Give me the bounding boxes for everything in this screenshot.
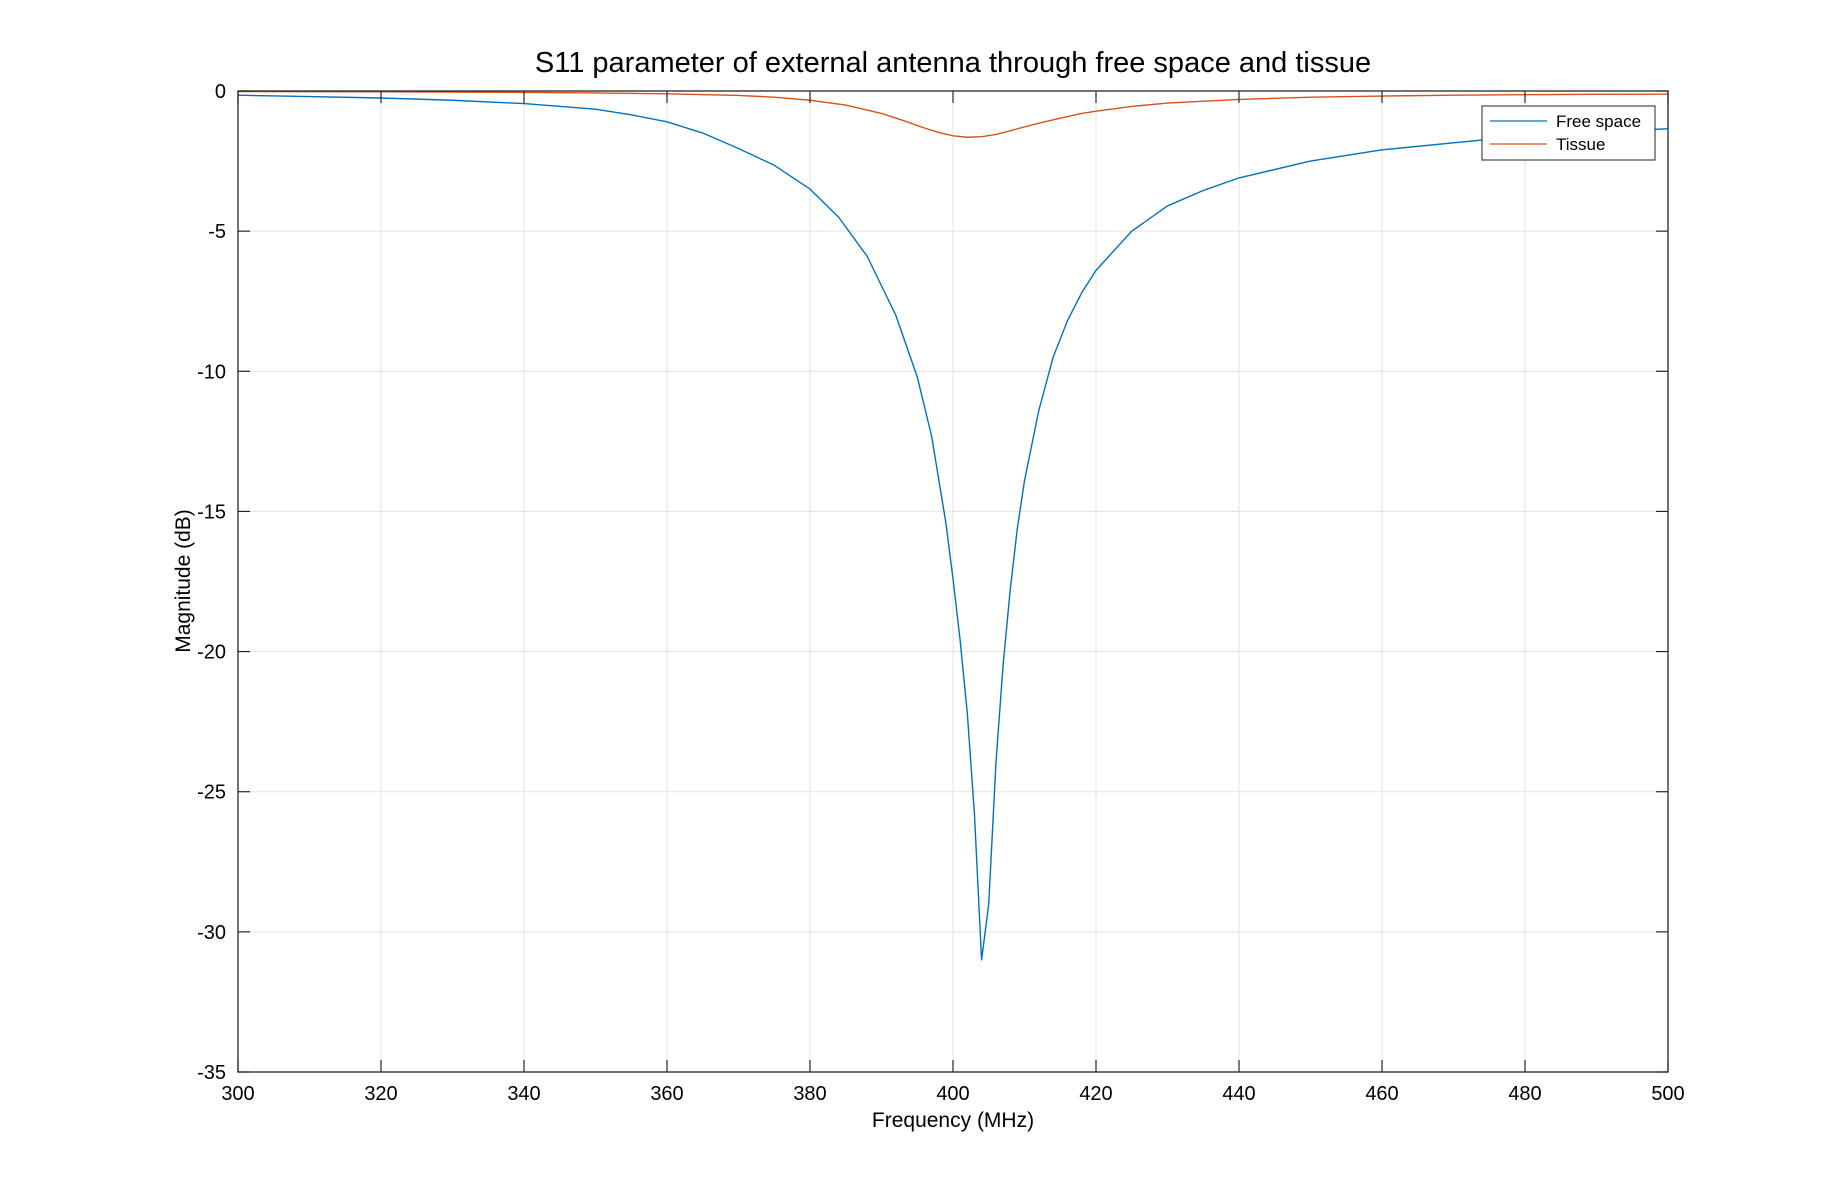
legend-box xyxy=(1481,105,1656,161)
x-tick-label: 300 xyxy=(221,1083,254,1105)
series-line-tissue xyxy=(237,90,1669,138)
x-tick-label: 480 xyxy=(1508,1083,1541,1105)
x-tick-label: 500 xyxy=(1651,1083,1684,1105)
x-tick-label: 460 xyxy=(1365,1083,1398,1105)
x-tick-label: 420 xyxy=(1079,1083,1112,1105)
y-tick-label: 0 xyxy=(215,81,226,103)
x-tick-label: 380 xyxy=(793,1083,826,1105)
y-tick-label: -30 xyxy=(197,922,226,944)
x-tick-label: 400 xyxy=(936,1083,969,1105)
x-tick-label: 320 xyxy=(364,1083,397,1105)
x-tick-label: 360 xyxy=(650,1083,683,1105)
legend: Free space Tissue xyxy=(1481,105,1656,161)
ticks xyxy=(237,90,1669,1073)
x-tick-label: 440 xyxy=(1222,1083,1255,1105)
grid-lines xyxy=(238,91,1668,1072)
y-axis-label: Magnitude (dB) xyxy=(172,509,195,653)
y-tick-label: -10 xyxy=(197,361,226,383)
tick-labels: 300 320 340 360 380 400 420 440 460 480 500 0 -5 -10 -… xyxy=(197,81,1685,1105)
chart-title: S11 parameter of external antenna throug… xyxy=(535,47,1371,79)
legend-label-free-space: Free space xyxy=(1556,112,1641,131)
y-tick-label: -25 xyxy=(197,782,226,804)
y-tick-label: -5 xyxy=(208,221,226,243)
y-tick-label: -35 xyxy=(197,1062,226,1084)
legend-label-tissue: Tissue xyxy=(1556,135,1605,154)
series-layer xyxy=(237,90,1669,961)
y-tick-label: -15 xyxy=(197,501,226,523)
y-tick-label: -20 xyxy=(197,642,226,664)
series-line-free-space xyxy=(237,94,1669,961)
x-axis-label: Frequency (MHz) xyxy=(872,1109,1034,1132)
x-tick-label: 340 xyxy=(507,1083,540,1105)
